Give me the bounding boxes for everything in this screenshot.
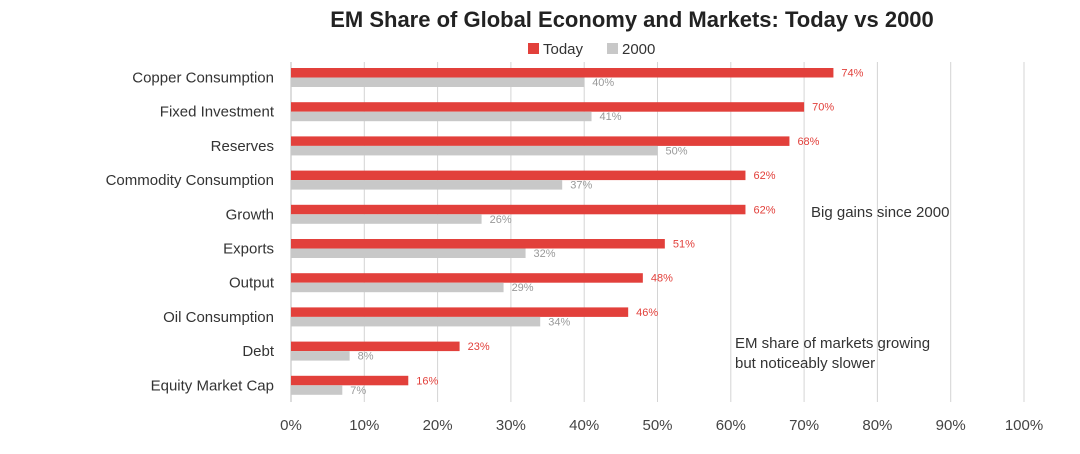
bar-2000 (291, 316, 541, 327)
bar-today (291, 68, 834, 78)
annotation-markets-slower: EM share of markets growing (735, 335, 930, 352)
bar-2000 (291, 214, 482, 224)
data-label: 8% (358, 351, 374, 363)
bar-today (291, 239, 665, 249)
data-label: 37% (570, 180, 592, 192)
data-label: 34% (548, 316, 570, 328)
data-label: 50% (666, 145, 688, 157)
bar-2000 (291, 248, 526, 258)
bar-today (291, 341, 460, 352)
x-tick-label: 80% (862, 417, 892, 434)
annotation-big-gains: Big gains since 2000 (811, 204, 949, 221)
bar-2000 (291, 77, 585, 87)
bar-today (291, 170, 746, 181)
bar-today (291, 375, 409, 386)
x-tick-label: 70% (789, 417, 819, 434)
category-label: Growth (226, 206, 274, 223)
legend-swatch-2000 (607, 43, 618, 54)
bar-today (291, 273, 643, 283)
chart-title: EM Share of Global Economy and Markets: … (330, 7, 934, 32)
data-label: 68% (797, 136, 819, 148)
bars: 74% 40% 70% 41% 68% 50% 62% 37% 62% 26% 51% 32% 48% 2… (291, 68, 864, 397)
category-label: Equity Market Cap (151, 377, 274, 394)
bar-today (291, 307, 629, 317)
bar-2000 (291, 111, 592, 122)
data-label: 41% (600, 111, 622, 123)
legend-label-2000: 2000 (622, 41, 655, 58)
data-label: 26% (490, 214, 512, 226)
bar-2000 (291, 385, 343, 395)
bar-2000 (291, 351, 350, 361)
x-tick-label: 100% (1005, 417, 1043, 434)
x-tick-label: 10% (349, 417, 379, 434)
category-label: Reserves (211, 138, 274, 155)
x-tick-label: 0% (280, 417, 302, 434)
data-label: 51% (673, 239, 695, 251)
data-label: 62% (753, 204, 775, 216)
bar-2000 (291, 180, 563, 190)
x-axis-ticks: 0% 10% 20% 30% 40% 50% 60% 70% 80% 90% 100% (280, 417, 1043, 434)
category-label: Debt (242, 343, 275, 360)
x-tick-label: 20% (423, 417, 453, 434)
annotation-markets-slower: but noticeably slower (735, 355, 875, 372)
data-label: 46% (636, 307, 658, 319)
legend-label-today: Today (543, 41, 584, 58)
bar-2000 (291, 282, 504, 293)
x-tick-label: 90% (936, 417, 966, 434)
bar-today (291, 204, 746, 215)
data-label: 74% (841, 68, 863, 80)
annotations: Big gains since 2000 EM share of markets … (735, 204, 949, 372)
data-label: 7% (350, 385, 366, 397)
bar-today (291, 102, 805, 112)
x-tick-label: 50% (642, 417, 672, 434)
category-labels: Copper Consumption Fixed Investment Reserv… (106, 70, 275, 395)
bar-today (291, 136, 790, 146)
data-label: 70% (812, 102, 834, 114)
data-label: 48% (651, 273, 673, 285)
data-label: 23% (468, 341, 490, 353)
legend-swatch-today (528, 43, 539, 54)
category-label: Exports (223, 241, 274, 258)
x-tick-label: 30% (496, 417, 526, 434)
data-label: 16% (416, 375, 438, 387)
category-label: Copper Consumption (132, 70, 274, 87)
legend: Today 2000 (528, 41, 655, 58)
x-tick-label: 40% (569, 417, 599, 434)
category-label: Oil Consumption (163, 309, 274, 326)
bar-2000 (291, 145, 658, 156)
data-label: 32% (534, 248, 556, 260)
data-label: 29% (512, 282, 534, 294)
data-label: 40% (592, 77, 614, 89)
data-label: 62% (753, 170, 775, 182)
x-tick-label: 60% (716, 417, 746, 434)
category-label: Fixed Investment (160, 104, 275, 121)
category-label: Commodity Consumption (106, 172, 274, 189)
category-label: Output (229, 275, 275, 292)
